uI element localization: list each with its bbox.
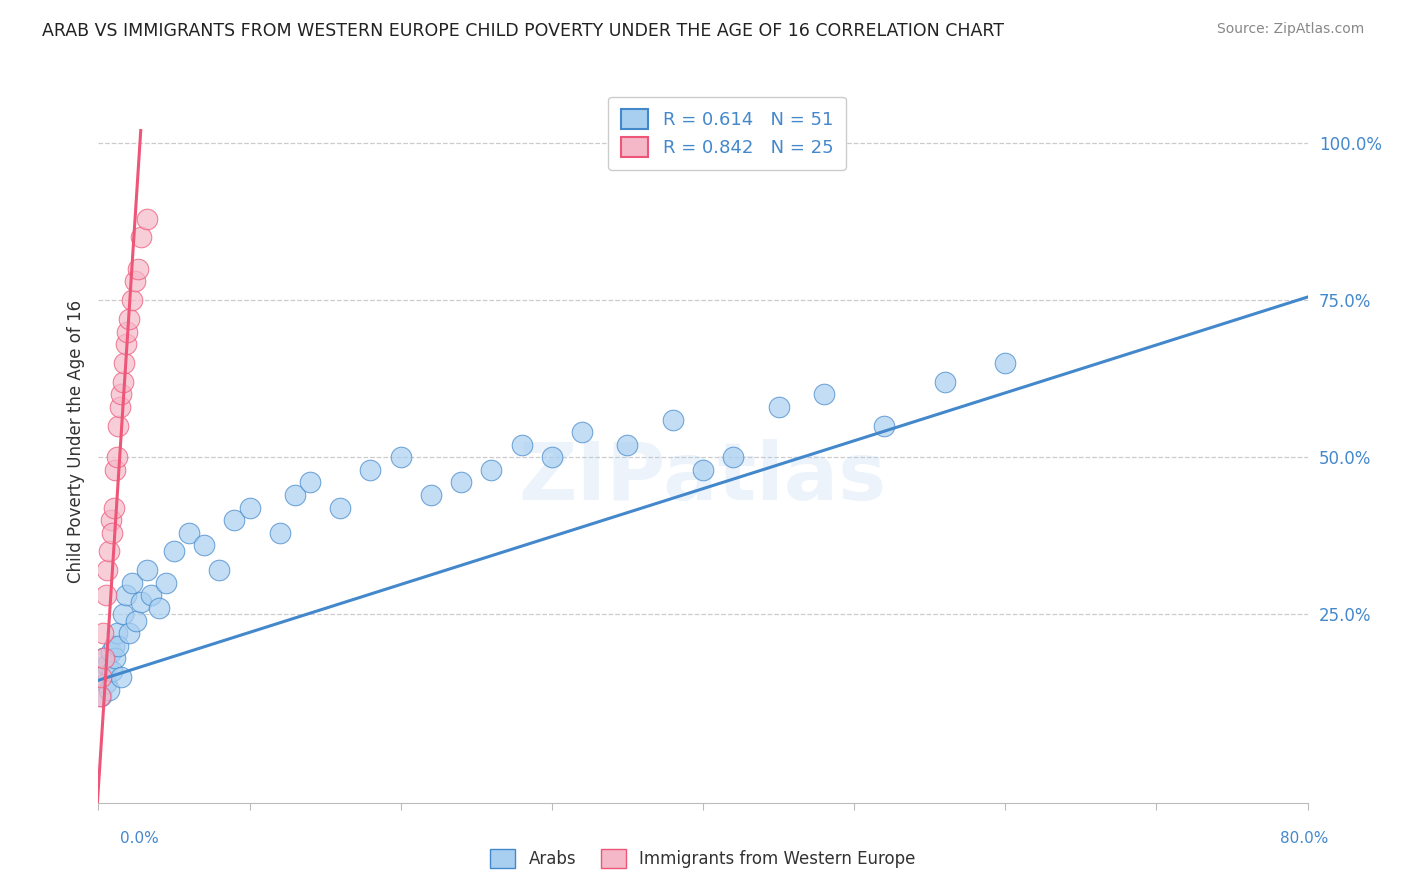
Point xyxy=(155,575,177,590)
Point xyxy=(118,312,141,326)
Point xyxy=(101,525,124,540)
Point xyxy=(284,488,307,502)
Point xyxy=(571,425,593,439)
Point xyxy=(107,418,129,433)
Point xyxy=(98,544,121,558)
Point xyxy=(121,293,143,308)
Point xyxy=(994,356,1017,370)
Point xyxy=(89,689,111,703)
Point xyxy=(129,230,152,244)
Point xyxy=(103,500,125,515)
Point xyxy=(121,575,143,590)
Point xyxy=(107,639,129,653)
Text: ARAB VS IMMIGRANTS FROM WESTERN EUROPE CHILD POVERTY UNDER THE AGE OF 16 CORRELA: ARAB VS IMMIGRANTS FROM WESTERN EUROPE C… xyxy=(42,22,1004,40)
Legend: Arabs, Immigrants from Western Europe: Arabs, Immigrants from Western Europe xyxy=(484,843,922,875)
Point xyxy=(94,589,117,603)
Point xyxy=(420,488,443,502)
Point xyxy=(93,664,115,678)
Text: ZIPatlas: ZIPatlas xyxy=(519,439,887,516)
Point xyxy=(91,651,114,665)
Point xyxy=(141,589,163,603)
Point xyxy=(110,387,132,401)
Point xyxy=(723,450,745,465)
Point xyxy=(118,626,141,640)
Point xyxy=(450,475,472,490)
Text: Source: ZipAtlas.com: Source: ZipAtlas.com xyxy=(1216,22,1364,37)
Point xyxy=(329,500,352,515)
Point xyxy=(89,670,111,684)
Point xyxy=(135,211,157,226)
Point xyxy=(105,626,128,640)
Legend: R = 0.614   N = 51, R = 0.842   N = 25: R = 0.614 N = 51, R = 0.842 N = 25 xyxy=(609,96,846,169)
Point xyxy=(299,475,322,490)
Point xyxy=(481,463,503,477)
Point xyxy=(114,337,136,351)
Point xyxy=(100,513,122,527)
Point xyxy=(101,664,124,678)
Point xyxy=(208,563,231,577)
Point xyxy=(768,400,790,414)
Point xyxy=(163,544,186,558)
Point xyxy=(148,601,170,615)
Point xyxy=(125,614,148,628)
Point xyxy=(111,375,134,389)
Point xyxy=(135,563,157,577)
Point xyxy=(108,400,131,414)
Point xyxy=(104,463,127,477)
Point xyxy=(96,657,118,672)
Point xyxy=(540,450,562,465)
Point xyxy=(179,525,201,540)
Point xyxy=(100,645,122,659)
Point xyxy=(110,670,132,684)
Point xyxy=(112,356,135,370)
Point xyxy=(510,438,533,452)
Point xyxy=(90,670,112,684)
Point xyxy=(114,589,136,603)
Point xyxy=(111,607,134,622)
Point xyxy=(96,563,118,577)
Point xyxy=(93,651,115,665)
Y-axis label: Child Poverty Under the Age of 16: Child Poverty Under the Age of 16 xyxy=(66,300,84,583)
Point xyxy=(813,387,835,401)
Point xyxy=(103,639,125,653)
Point xyxy=(193,538,215,552)
Point xyxy=(129,595,152,609)
Point xyxy=(873,418,896,433)
Text: 80.0%: 80.0% xyxy=(1281,831,1329,846)
Point xyxy=(105,450,128,465)
Point xyxy=(98,682,121,697)
Point xyxy=(269,525,291,540)
Point xyxy=(360,463,382,477)
Text: 0.0%: 0.0% xyxy=(120,831,159,846)
Point xyxy=(90,689,112,703)
Point xyxy=(224,513,246,527)
Point xyxy=(127,261,149,276)
Point xyxy=(616,438,638,452)
Point xyxy=(115,325,138,339)
Point xyxy=(104,651,127,665)
Point xyxy=(239,500,262,515)
Point xyxy=(661,412,683,426)
Point xyxy=(389,450,412,465)
Point xyxy=(934,375,956,389)
Point xyxy=(91,626,114,640)
Point xyxy=(124,274,146,288)
Point xyxy=(94,676,117,690)
Point xyxy=(692,463,714,477)
